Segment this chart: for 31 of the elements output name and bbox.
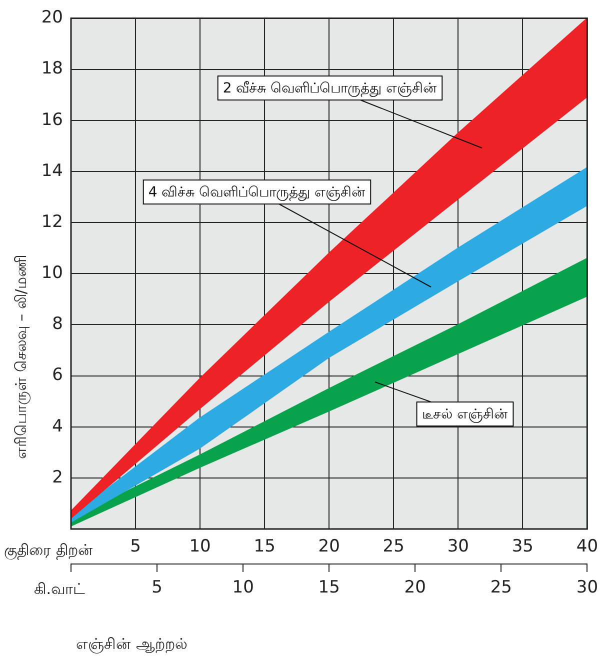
y-tick-label: 12 xyxy=(41,212,63,232)
x-tick-label: 25 xyxy=(382,536,404,557)
annotation: டீசல் எஞ்சின் xyxy=(422,406,508,423)
annotation: 2 வீச்சு வெளிப்பொருத்து எஞ்சின் xyxy=(222,80,438,97)
x2-tick-label: 5 xyxy=(152,578,162,598)
x2-axis-title: கி.வாட் xyxy=(34,580,85,598)
x2-tick-label: 10 xyxy=(232,578,254,598)
x-tick-label: 5 xyxy=(130,536,141,557)
x-tick-label: 10 xyxy=(189,536,211,557)
x-tick-label: 40 xyxy=(576,536,598,557)
y-tick-label: 4 xyxy=(52,416,63,436)
x2-tick-label: 30 xyxy=(576,578,598,598)
y-tick-label: 10 xyxy=(41,263,63,284)
y-tick-label: 18 xyxy=(41,58,63,79)
y-tick-label: 14 xyxy=(41,160,63,181)
x2-tick-label: 15 xyxy=(318,578,340,598)
x2-tick-label: 20 xyxy=(404,578,426,598)
y-tick-label: 6 xyxy=(52,365,63,386)
x-tick-label: 15 xyxy=(254,536,276,557)
y-tick-label: 8 xyxy=(52,314,63,334)
y-tick-label: 2 xyxy=(52,467,63,488)
annotation: 4 விச்சு வெளிப்பொருத்து எஞ்சின் xyxy=(148,184,366,201)
y-tick-label: 20 xyxy=(41,8,63,28)
y-tick-label: 16 xyxy=(41,110,63,130)
x2-tick-label: 25 xyxy=(490,578,512,598)
x-tick-label: 35 xyxy=(512,536,534,557)
x-tick-label: 20 xyxy=(318,536,340,557)
x-axis-title: குதிரை திறன் xyxy=(4,540,93,560)
x-tick-label: 30 xyxy=(447,536,469,557)
y-axis-title: எரிபொருள் செலவு – லி/மணி xyxy=(12,255,30,459)
text: எஞ்சின் ஆற்றல் xyxy=(76,634,187,653)
